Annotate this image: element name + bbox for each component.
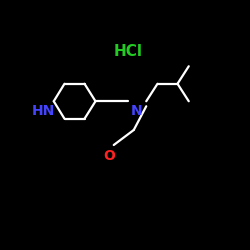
Text: O: O — [103, 149, 115, 163]
Text: N: N — [130, 104, 142, 118]
Text: HCl: HCl — [114, 44, 143, 59]
Text: HN: HN — [32, 104, 56, 118]
